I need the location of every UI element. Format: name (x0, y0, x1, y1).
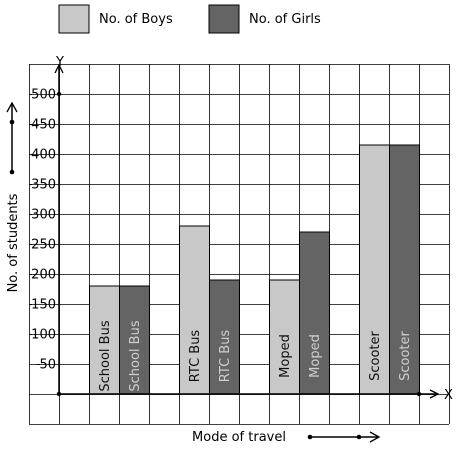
y-tick-label: 50 (39, 358, 56, 373)
bar-label: Moped (308, 334, 323, 378)
legend-swatch-girls (208, 4, 240, 34)
y-tick-label: 150 (31, 298, 56, 313)
bar-label: Scooter (368, 330, 383, 380)
x-direction-dot (307, 434, 313, 440)
x-axis-direction-arrow (307, 431, 381, 443)
legend: No. of Boys No. of Girls (58, 4, 321, 34)
y-direction-dot (9, 119, 15, 125)
bar-label: School Bus (98, 320, 113, 391)
y-tick-label: 450 (31, 118, 56, 133)
bar-label: Moped (278, 334, 293, 378)
origin-dot (56, 391, 62, 397)
bar-label: Scooter (398, 330, 413, 380)
x-axis-title: Mode of travel (192, 430, 286, 445)
y-tick-label: 500 (31, 88, 56, 103)
bar-label: RTC Bus (188, 330, 203, 383)
x-axis-dot (416, 391, 422, 397)
bar-label: School Bus (128, 320, 143, 391)
legend-label-boys: No. of Boys (99, 12, 173, 27)
bar-boys-moped (269, 279, 300, 395)
x-direction-dot (356, 434, 362, 440)
bar-girls-moped (299, 231, 330, 395)
y-tick-label: 350 (31, 178, 56, 193)
y-axis-letter: Y (55, 55, 64, 70)
y-axis-direction-arrow (6, 101, 18, 175)
bar-label: RTC Bus (218, 330, 233, 383)
y-axis-title: No. of students (6, 193, 21, 292)
bar-boys-school-bus (89, 285, 120, 395)
y-tick-label: 200 (31, 268, 56, 283)
bars: School Bus School Bus RTC Bus RTC Bus Moped M… (89, 144, 420, 395)
y-direction-dot (9, 169, 15, 175)
y-tick-label: 400 (31, 148, 56, 163)
x-direction-arrowhead (369, 431, 381, 443)
x-axis-arrowhead (429, 389, 440, 399)
y-axis-dot (56, 91, 62, 97)
legend-label-girls: No. of Girls (249, 12, 321, 27)
y-tick-label: 300 (31, 208, 56, 223)
y-axis-arrowhead (54, 63, 64, 74)
bar-girls-scooter (389, 144, 420, 395)
y-direction-arrowhead (6, 101, 18, 113)
y-tick-label: 100 (31, 328, 56, 343)
axes (54, 63, 440, 399)
x-axis-letter: X (444, 388, 453, 403)
y-tick-label: 250 (31, 238, 56, 253)
y-tick-labels: 50 100 150 200 250 300 350 400 450 500 (29, 88, 56, 373)
legend-swatch-boys (58, 4, 90, 34)
